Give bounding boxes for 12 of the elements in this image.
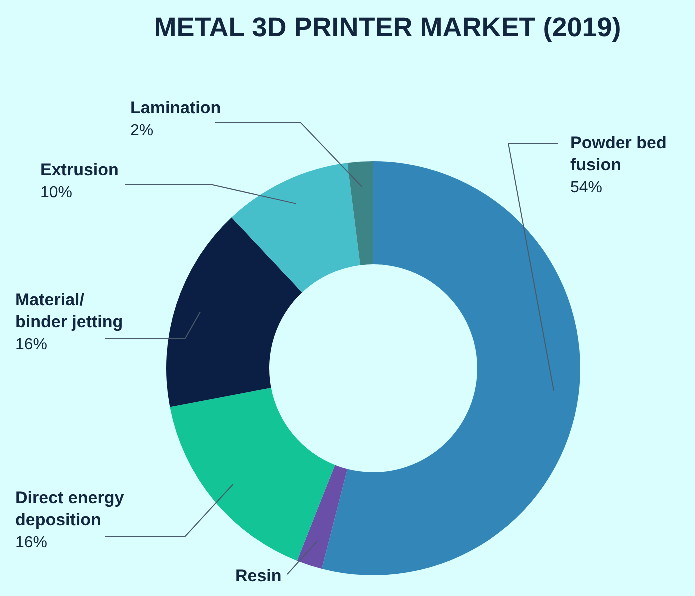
slice-label: Direct energy deposition <box>16 488 125 530</box>
slice-label: Resin <box>236 566 282 586</box>
slice-label: Powder bed fusion <box>570 134 667 174</box>
slice-label: Lamination <box>130 98 222 118</box>
data-label: 16% <box>16 534 48 552</box>
data-label: 54% <box>570 180 603 196</box>
data-label: 16% <box>16 336 48 354</box>
slice-label: Extrusion <box>40 160 119 180</box>
slice-label: Material/ binder jetting <box>16 290 124 332</box>
chart-title: METAL 3D PRINTER MARKET (2019) <box>154 12 622 42</box>
data-label: 2% <box>130 122 154 140</box>
data-label: 10% <box>40 184 73 202</box>
